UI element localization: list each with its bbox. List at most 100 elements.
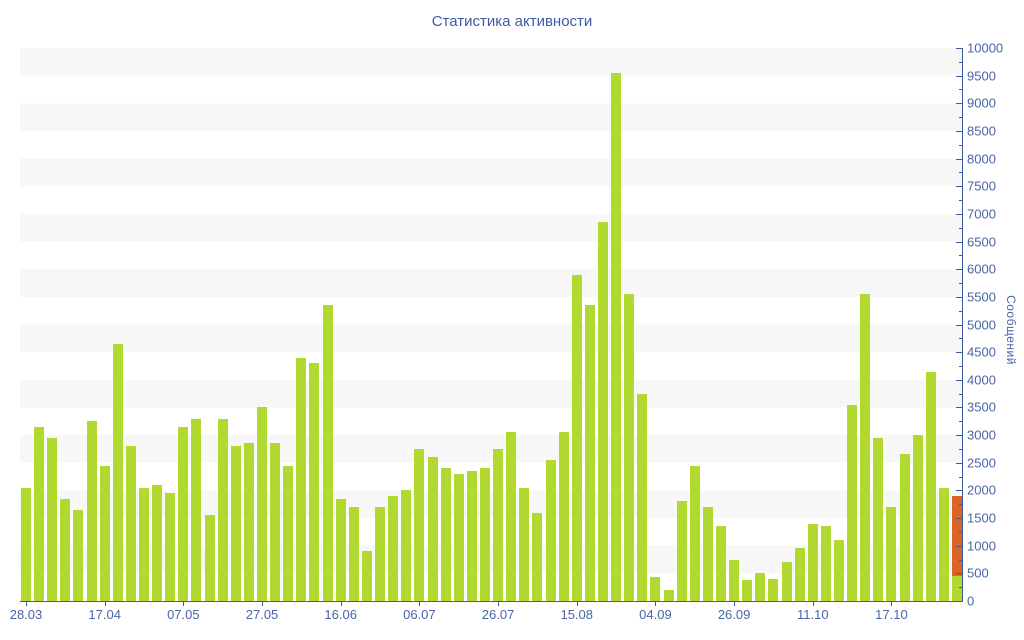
y-major-tick xyxy=(956,462,962,464)
y-minor-tick xyxy=(959,172,962,174)
x-tick-label: 16.06 xyxy=(324,607,357,622)
y-minor-tick xyxy=(959,448,962,450)
bar xyxy=(453,473,464,601)
bar xyxy=(676,501,687,601)
x-tick xyxy=(655,602,657,606)
bar xyxy=(860,294,871,601)
bar xyxy=(217,418,228,601)
x-tick xyxy=(340,602,342,606)
y-major-tick xyxy=(956,573,962,575)
bar xyxy=(820,526,831,601)
y-minor-tick xyxy=(959,393,962,395)
y-tick-label: 1000 xyxy=(967,538,996,554)
y-tick-label: 0 xyxy=(967,593,975,609)
x-tick xyxy=(419,602,421,606)
bar xyxy=(650,577,661,601)
bar xyxy=(545,460,556,601)
bar xyxy=(73,509,84,601)
y-tick-label: 7500 xyxy=(967,178,996,194)
x-axis-line xyxy=(20,601,963,602)
y-minor-tick xyxy=(959,200,962,202)
bar xyxy=(47,437,58,601)
bar xyxy=(715,526,726,601)
y-major-tick xyxy=(956,103,962,105)
bar xyxy=(440,468,451,601)
bar xyxy=(663,589,674,601)
y-axis-line xyxy=(962,48,963,602)
bar xyxy=(637,393,648,601)
bar xyxy=(624,294,635,601)
bar xyxy=(204,515,215,601)
y-tick-label: 3500 xyxy=(967,399,996,415)
y-minor-tick xyxy=(959,144,962,146)
bar xyxy=(689,465,700,601)
y-major-tick xyxy=(956,75,962,77)
bar xyxy=(427,457,438,601)
bar xyxy=(532,512,543,601)
y-tick-label: 2500 xyxy=(967,455,996,471)
bar xyxy=(99,465,110,601)
y-minor-tick xyxy=(959,504,962,506)
y-tick-label: 8000 xyxy=(967,151,996,167)
y-tick-label: 4000 xyxy=(967,372,996,388)
y-major-tick xyxy=(956,48,962,49)
y-tick-label: 1500 xyxy=(967,510,996,526)
y-minor-tick xyxy=(959,559,962,561)
bar-segment-orange xyxy=(952,495,963,577)
y-minor-tick xyxy=(959,365,962,367)
x-tick-label: 17.10 xyxy=(875,607,908,622)
y-major-tick xyxy=(956,213,962,215)
bar xyxy=(178,426,189,601)
y-tick-label: 9500 xyxy=(967,68,996,84)
bar xyxy=(375,507,386,601)
bar xyxy=(60,498,71,601)
bar xyxy=(611,72,622,601)
y-major-tick xyxy=(956,545,962,547)
plot-area xyxy=(20,48,963,601)
y-tick-label: 500 xyxy=(967,565,989,581)
bar xyxy=(21,487,31,601)
y-minor-tick xyxy=(959,338,962,340)
y-major-tick xyxy=(956,352,962,354)
bar xyxy=(781,562,792,601)
bar xyxy=(558,432,569,601)
y-tick-label: 8500 xyxy=(967,123,996,139)
bar xyxy=(899,454,910,601)
y-major-tick xyxy=(956,130,962,132)
bar xyxy=(755,573,766,601)
bar xyxy=(834,540,844,601)
x-tick-label: 15.08 xyxy=(560,607,594,622)
bar xyxy=(243,443,254,601)
bar xyxy=(152,484,163,601)
x-tick-label: 28.03 xyxy=(9,607,43,622)
x-tick xyxy=(498,602,500,606)
y-minor-tick xyxy=(959,421,962,423)
bar xyxy=(912,435,923,601)
y-major-tick xyxy=(956,518,962,520)
y-axis-title: Сообщений xyxy=(1004,295,1018,365)
bar-segment-green xyxy=(952,576,963,601)
y-minor-tick xyxy=(959,227,962,229)
x-tick xyxy=(26,602,27,606)
x-tick xyxy=(812,602,814,606)
bar xyxy=(86,421,97,601)
y-major-tick xyxy=(956,241,962,243)
x-tick xyxy=(183,602,185,606)
y-tick-label: 3000 xyxy=(967,427,996,443)
bar xyxy=(571,274,582,601)
y-minor-tick xyxy=(959,89,962,91)
y-minor-tick xyxy=(959,61,962,63)
x-tick xyxy=(104,602,106,606)
y-minor-tick xyxy=(959,283,962,285)
y-tick-label: 7000 xyxy=(967,206,996,222)
x-tick xyxy=(262,602,264,606)
y-major-tick xyxy=(956,296,962,298)
bar xyxy=(112,343,123,601)
y-tick-label: 5000 xyxy=(967,317,996,332)
bar xyxy=(925,371,936,601)
bar xyxy=(322,305,333,601)
y-major-tick xyxy=(956,186,962,188)
x-tick-label: 27.05 xyxy=(245,607,279,622)
bar xyxy=(34,426,45,601)
